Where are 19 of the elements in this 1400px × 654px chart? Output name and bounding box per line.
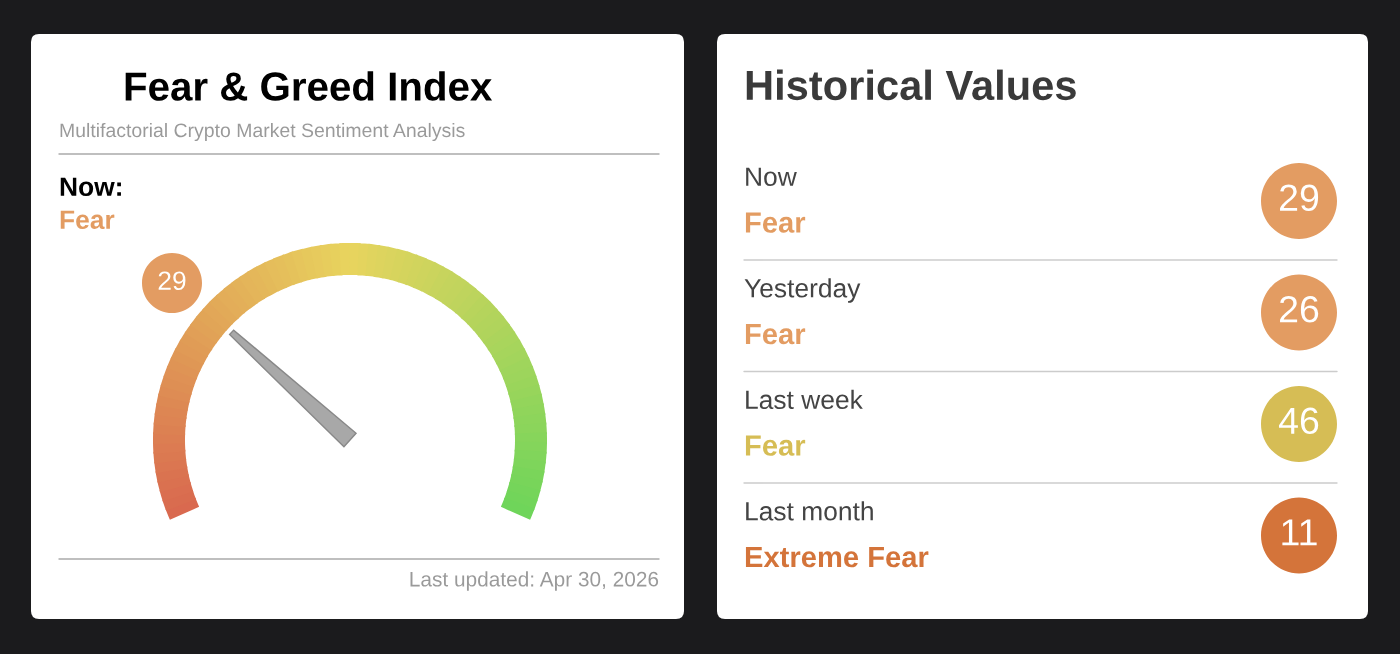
data-label: 26 bbox=[1280, 296, 1319, 323]
text: Now: bbox=[60, 177, 121, 197]
category-label: Last week bbox=[746, 389, 863, 410]
data-label: 11 bbox=[1282, 519, 1317, 546]
data-label: 29 bbox=[158, 271, 186, 291]
data-label: 46 bbox=[1279, 407, 1319, 435]
text: Fear & Greed Index bbox=[125, 71, 493, 101]
text: Extreme Fear bbox=[745, 546, 929, 568]
category-label: Last month bbox=[746, 501, 873, 521]
text: Fear bbox=[745, 323, 806, 345]
category-label: Yesterday bbox=[744, 278, 861, 303]
text: Fear bbox=[745, 435, 806, 456]
text: Last updated: Apr 30, 2026 bbox=[410, 571, 659, 591]
text: Multifactorial Crypto Market Sentiment Analysis bbox=[60, 122, 465, 142]
text: Historical Values bbox=[746, 69, 1076, 101]
text: Fear bbox=[60, 210, 115, 230]
text: Fear bbox=[745, 212, 806, 233]
category-label: Now bbox=[746, 167, 797, 187]
data-label: 29 bbox=[1280, 184, 1319, 212]
